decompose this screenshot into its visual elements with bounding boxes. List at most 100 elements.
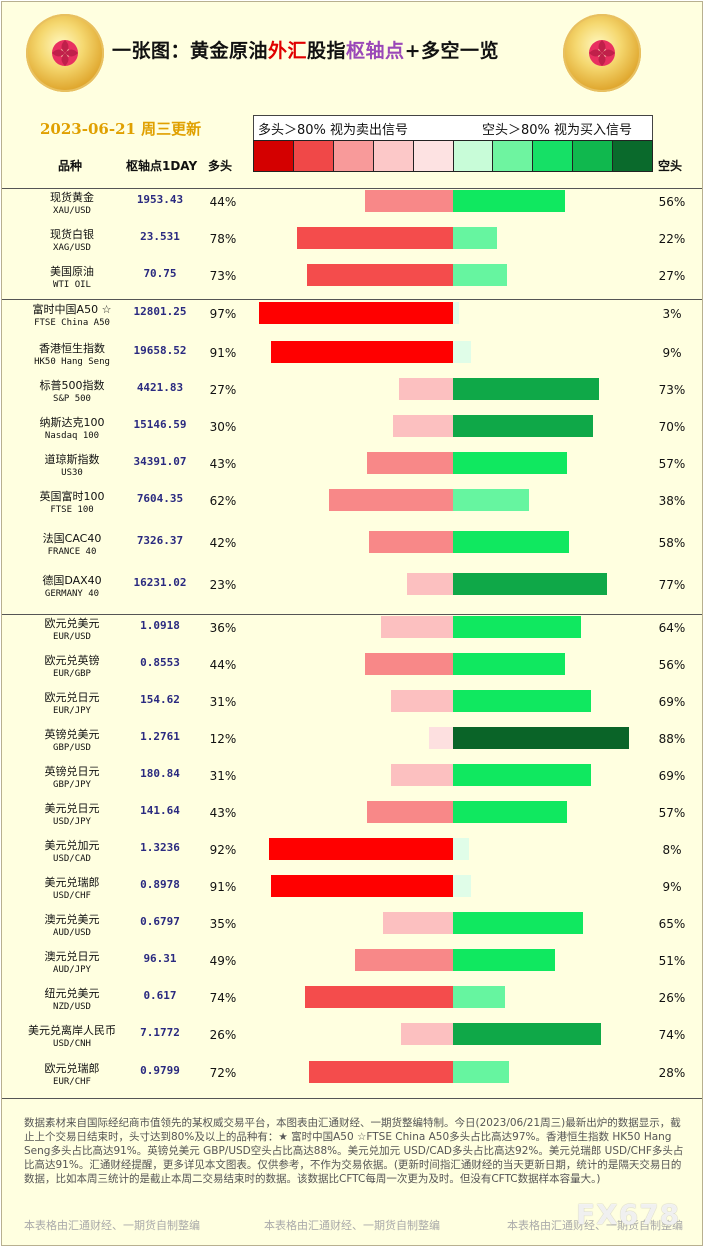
long-bar xyxy=(367,801,453,823)
long-percent-label: 49% xyxy=(209,954,237,968)
legend-swatch xyxy=(573,141,614,171)
instrument-code: WTI OIL xyxy=(53,280,91,290)
short-percent-label: 69% xyxy=(658,695,686,709)
pivot-value: 23.531 xyxy=(140,230,180,243)
instrument-code: EUR/CHF xyxy=(53,1077,91,1087)
instrument-name: 欧元兑日元 EUR/JPY xyxy=(16,691,128,718)
pivot-value: 7326.37 xyxy=(136,534,184,547)
instrument-code: Nasdaq 100 xyxy=(44,431,100,441)
instrument-code: XAU/USD xyxy=(53,206,91,216)
table-row: 澳元兑日元 AUD/JPY 96.31 49% 51% xyxy=(2,946,702,980)
instrument-cn-label: 德国DAX40 xyxy=(42,574,102,587)
long-percent-label: 91% xyxy=(209,880,237,894)
table-row: 道琼斯指数 US30 34391.07 43% 57% xyxy=(2,449,702,483)
long-percent-label: 72% xyxy=(209,1066,237,1080)
chart-title: 一张图：黄金原油外汇股指枢轴点+多空一览 xyxy=(112,40,499,62)
short-percent-label: 22% xyxy=(658,232,686,246)
pivot-value: 70.75 xyxy=(143,267,177,280)
long-bar xyxy=(309,1061,453,1083)
instrument-code: USD/JPY xyxy=(53,817,91,827)
section-divider xyxy=(2,188,702,189)
short-percent-label: 74% xyxy=(658,1028,686,1042)
legend-swatch xyxy=(453,141,494,171)
legend-swatch xyxy=(533,141,574,171)
pivot-value: 141.64 xyxy=(140,804,180,817)
table-row: 标普500指数 S&P 500 4421.83 27% 73% xyxy=(2,375,702,409)
short-percent-label: 64% xyxy=(658,621,686,635)
pivot-value: 4421.83 xyxy=(136,381,184,394)
long-signal-note: 多头＞80% 视为卖出信号 xyxy=(258,123,409,138)
long-bar xyxy=(407,573,453,595)
short-bar xyxy=(453,690,591,712)
instrument-cn-label: 英国富时100 xyxy=(39,490,105,503)
table-row: 欧元兑瑞郎 EUR/CHF 0.9799 72% 28% xyxy=(2,1058,702,1092)
signal-legend-box xyxy=(253,115,653,141)
instrument-cn-label: 现货白银 xyxy=(50,228,94,241)
instrument-name: 美元兑日元 USD/JPY xyxy=(16,802,128,829)
instrument-code: S&P 500 xyxy=(53,394,91,404)
short-percent-label: 26% xyxy=(658,991,686,1005)
instrument-code: USD/CNH xyxy=(53,1039,91,1049)
table-row: 香港恒生指数 HK50 Hang Seng 19658.52 91% 9% xyxy=(2,338,702,372)
long-percent-label: 31% xyxy=(209,769,237,783)
short-bar xyxy=(453,415,593,437)
legend-swatch xyxy=(254,141,294,171)
short-bar xyxy=(453,986,505,1008)
short-percent-label: 28% xyxy=(658,1066,686,1080)
legend-swatch xyxy=(333,141,374,171)
table-row: 澳元兑美元 AUD/USD 0.6797 35% 65% xyxy=(2,909,702,943)
section-divider xyxy=(2,1098,702,1099)
table-row: 欧元兑英镑 EUR/GBP 0.8553 44% 56% xyxy=(2,650,702,684)
instrument-name: 法国CAC40 FRANCE 40 xyxy=(16,532,128,559)
pivot-value: 0.8978 xyxy=(140,878,180,891)
table-row: 英国富时100 FTSE 100 7604.35 62% 38% xyxy=(2,486,702,520)
long-percent-label: 44% xyxy=(209,195,237,209)
short-bar xyxy=(453,616,581,638)
instrument-cn-label: 美元兑加元 xyxy=(44,839,100,852)
table-row: 纽元兑美元 NZD/USD 0.617 74% 26% xyxy=(2,983,702,1017)
long-percent-label: 73% xyxy=(209,269,237,283)
instrument-cn-label: 英镑兑美元 xyxy=(44,728,100,741)
short-percent-label: 9% xyxy=(662,880,682,894)
instrument-cn-label: 标普500指数 xyxy=(39,379,105,392)
short-percent-label: 57% xyxy=(658,806,686,820)
instrument-code: FTSE China A50 xyxy=(34,318,110,328)
credit-text: 本表格由汇通财经、一期货自制整编 xyxy=(24,1219,200,1232)
instrument-cn-label: 道琼斯指数 xyxy=(44,453,100,466)
long-percent-label: 26% xyxy=(209,1028,237,1042)
long-bar xyxy=(269,838,453,860)
instrument-cn-label: 欧元兑日元 xyxy=(44,691,100,704)
long-bar xyxy=(365,190,453,212)
instrument-cn-label: 美元兑瑞郎 xyxy=(44,876,100,889)
short-bar xyxy=(453,489,529,511)
instrument-name: 欧元兑英镑 EUR/GBP xyxy=(16,654,128,681)
long-percent-label: 31% xyxy=(209,695,237,709)
long-percent-label: 78% xyxy=(209,232,237,246)
short-bar xyxy=(453,727,629,749)
long-bar xyxy=(367,452,453,474)
short-percent-label: 58% xyxy=(658,536,686,550)
instrument-name: 英国富时100 FTSE 100 xyxy=(16,490,128,517)
long-bar xyxy=(297,227,453,249)
long-bar xyxy=(259,302,453,324)
long-bar xyxy=(393,415,453,437)
short-bar xyxy=(453,1061,509,1083)
short-percent-label: 88% xyxy=(658,732,686,746)
instrument-code: GERMANY 40 xyxy=(44,589,100,599)
instrument-cn-label: 美元兑日元 xyxy=(44,802,100,815)
long-percent-label: 97% xyxy=(209,307,237,321)
long-bar xyxy=(401,1023,453,1045)
instrument-name: 标普500指数 S&P 500 xyxy=(16,379,128,406)
short-percent-label: 51% xyxy=(658,954,686,968)
short-signal-note: 空头＞80% 视为买入信号 xyxy=(482,123,633,138)
pivot-value: 7.1772 xyxy=(140,1026,180,1039)
long-bar xyxy=(271,341,453,363)
short-percent-label: 38% xyxy=(658,494,686,508)
long-bar xyxy=(391,764,453,786)
instrument-name: 现货白银 XAG/USD xyxy=(16,228,128,255)
instrument-cn-label: 澳元兑日元 xyxy=(44,950,100,963)
instrument-name: 德国DAX40 GERMANY 40 xyxy=(16,574,128,601)
pivot-value: 0.8553 xyxy=(140,656,180,669)
pivot-value: 34391.07 xyxy=(133,455,187,468)
header-pivot: 枢轴点1DAY xyxy=(126,159,198,173)
